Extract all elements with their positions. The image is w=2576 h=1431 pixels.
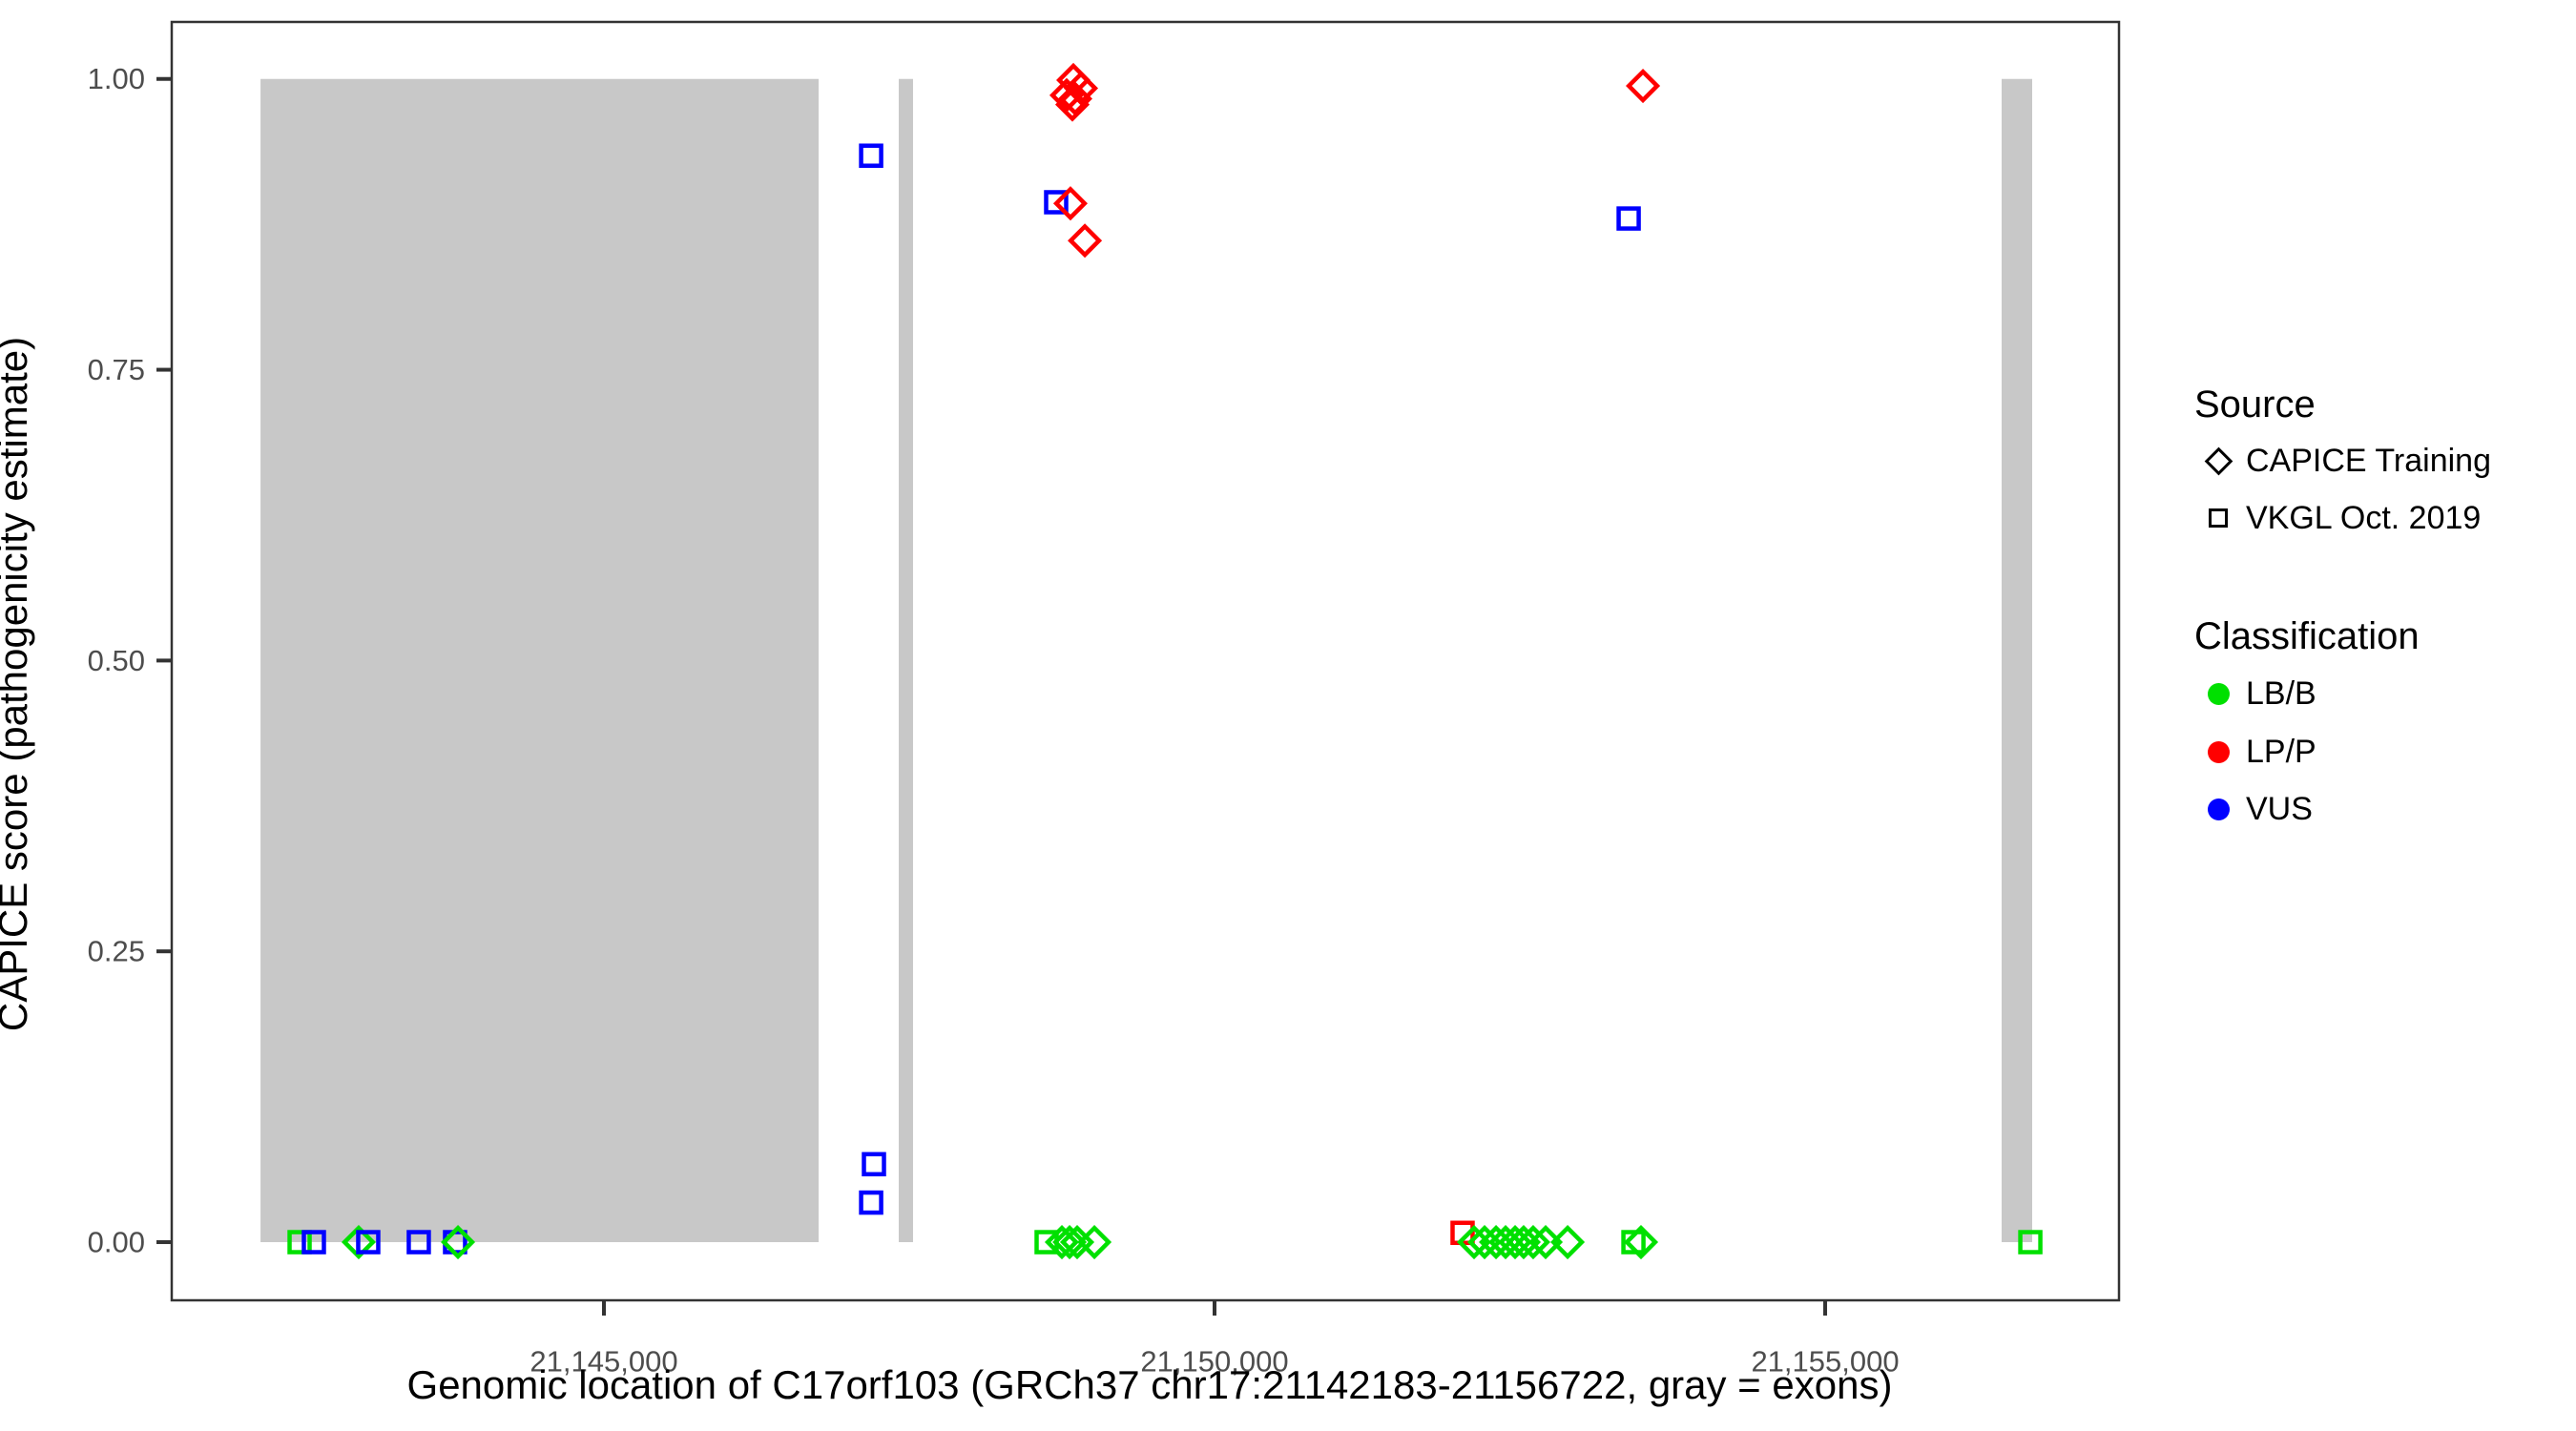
square-marker-icon [2209,508,2228,528]
legend-item-capice-training: CAPICE Training [2191,436,2491,486]
data-point [441,1225,476,1260]
x-tick-label: 21,150,000 [1140,1344,1288,1378]
data-point [1052,186,1089,221]
data-point [301,1230,326,1255]
legend-source-title: Source [2194,384,2316,425]
legend-item-lbb: LB/B [2191,669,2316,718]
data-point [356,1230,381,1255]
data-point [1044,190,1069,215]
x-tick-label: 21,155,000 [1751,1344,1899,1378]
legend-item-label: VUS [2246,790,2313,827]
data-point [1054,87,1091,122]
data-point [1621,1230,1646,1255]
green-dot-icon [2207,682,2230,705]
y-tick-label: 0.00 [88,1226,145,1259]
y-tick-label: 0.75 [88,353,145,386]
data-point [859,1190,883,1215]
y-tick-label: 1.00 [88,62,145,95]
data-point [1616,206,1641,231]
data-point [1077,1225,1112,1260]
legend-item-vus: VUS [2191,784,2313,834]
data-point [1497,1225,1533,1260]
data-point [1068,223,1103,259]
red-dot-icon [2207,740,2230,763]
exon-rect [898,78,913,1243]
exon-rect [2001,78,2032,1243]
data-point [859,143,883,168]
data-point [1527,1225,1564,1260]
data-point [1052,1225,1088,1260]
data-point [1059,1225,1095,1260]
data-point [1456,1225,1492,1260]
data-point [341,1225,377,1260]
data-point [406,1230,431,1255]
data-point [1626,69,1661,104]
x-axis-title: Genomic location of C17orf103 (GRCh37 ch… [406,1362,1893,1407]
legend-classification-title: Classification [2194,615,2420,657]
data-point [862,1151,886,1177]
legend-item-label: CAPICE Training [2246,442,2491,479]
legend-item-label: LP/P [2246,733,2316,770]
blue-dot-icon [2207,798,2230,820]
exon-rect [260,78,820,1243]
y-axis-title-text: CAPICE score (pathogenicity estimate) [0,336,35,1032]
diamond-marker-icon [2204,446,2233,475]
x-tick-label: 21,145,000 [530,1344,677,1378]
data-point [1488,1225,1524,1260]
data-point [287,1230,312,1255]
data-point [1506,1225,1542,1260]
data-point [1550,1225,1586,1260]
y-tick-label: 0.25 [88,935,145,968]
data-point [1479,1225,1514,1260]
legend-item-label: VKGL Oct. 2019 [2246,499,2482,536]
legend-item-label: LB/B [2246,674,2316,712]
data-point [2018,1230,2043,1255]
legend-item-vkgl: VKGL Oct. 2019 [2191,493,2481,543]
data-point [1623,1225,1659,1260]
y-tick-label: 0.50 [88,644,145,677]
legend-item-lpp: LP/P [2191,727,2316,777]
